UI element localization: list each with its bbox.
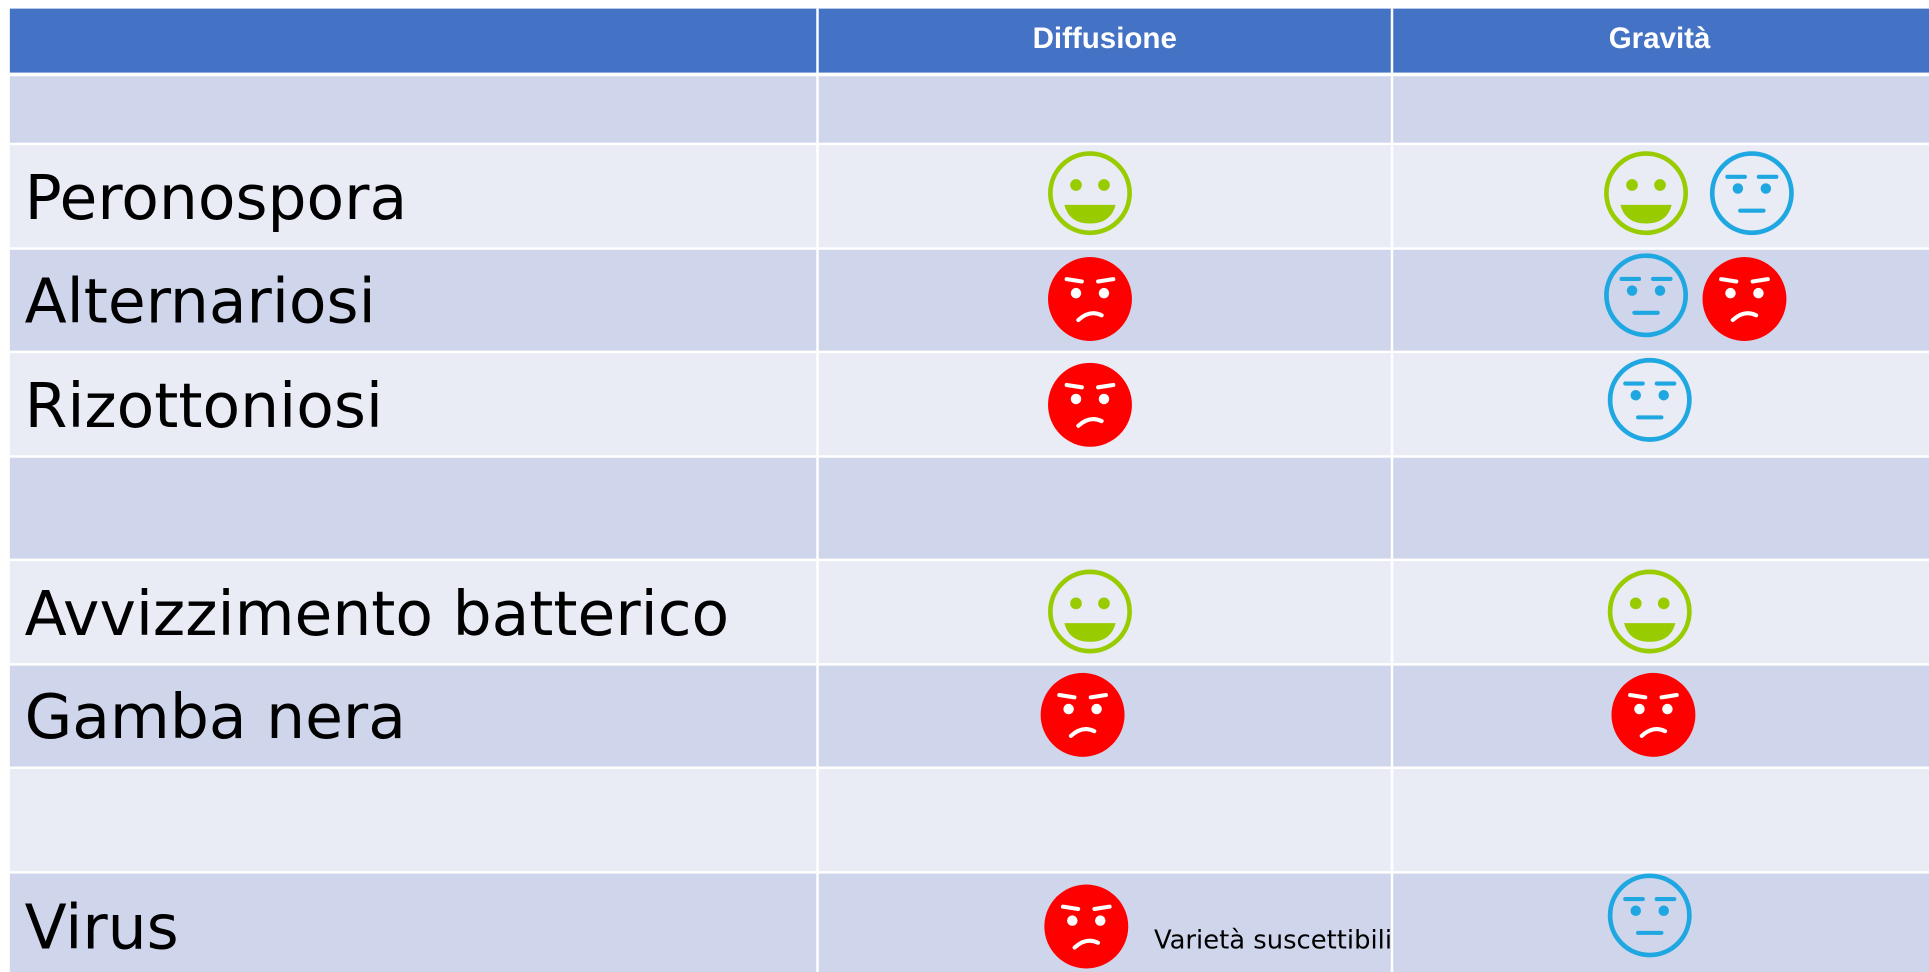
table: Diffusione Gravità Peronospora Alternari… (9, 8, 1929, 972)
row-label: Rizottoniosi (25, 370, 383, 442)
row-label: Avvizzimento batterico (25, 578, 730, 650)
row-label: Alternariosi (25, 265, 376, 337)
header-row (9, 8, 1929, 73)
column-header: Gravità (1609, 22, 1711, 55)
icon-sad (1703, 257, 1787, 341)
icon-sad (1048, 257, 1132, 341)
icon-sad (1041, 673, 1125, 757)
body-rows (9, 76, 1929, 972)
row-label: Virus (25, 892, 179, 964)
column-header: Diffusione (1033, 22, 1177, 55)
note: Varietà suscettibili (1154, 926, 1392, 956)
icon-sad (1044, 885, 1128, 969)
column-dividers (816, 8, 1394, 972)
icon-sad (1611, 673, 1695, 757)
row-label: Peronospora (25, 162, 408, 234)
row-label: Gamba nera (25, 681, 406, 753)
icon-sad (1048, 363, 1132, 447)
